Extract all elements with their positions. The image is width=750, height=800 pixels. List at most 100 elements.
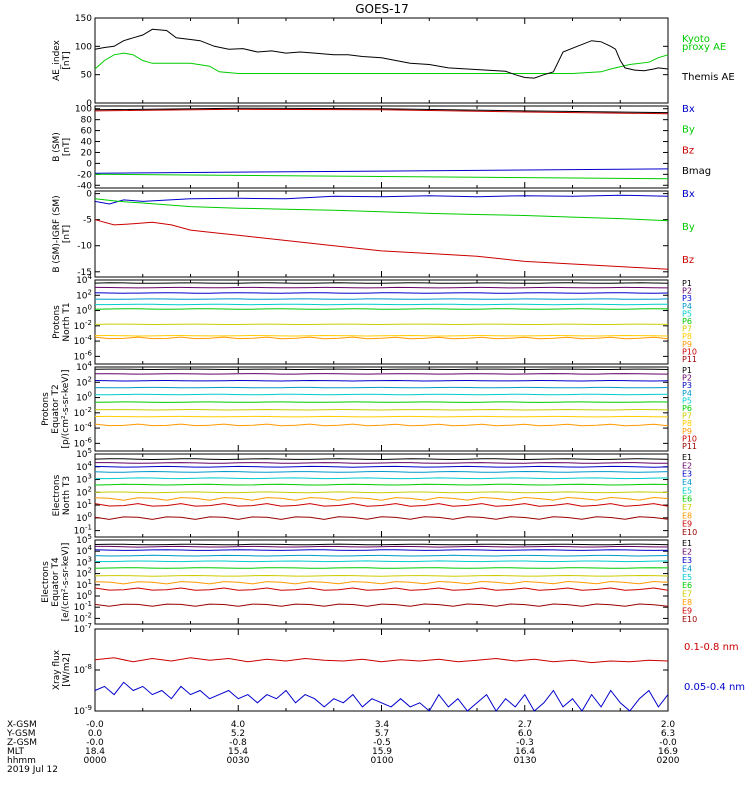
series-e2 [95, 462, 669, 464]
x-axis-value: 18.4 [85, 747, 105, 757]
series-bx [94, 194, 669, 205]
y-axis-label: North T1 [62, 302, 72, 341]
legend-entry: 0.05-0.4 nm [684, 682, 745, 693]
x-axis-value: 6.3 [661, 729, 675, 739]
y-tick-label: 20 [81, 148, 93, 158]
legend-entry: By [682, 125, 695, 136]
series-p8 [94, 415, 669, 418]
legend-entry: E8 [682, 511, 692, 520]
x-axis-value: -0.0 [86, 738, 104, 748]
x-axis-value: 16.9 [658, 747, 678, 757]
legend-entry: P2 [682, 287, 692, 296]
x-axis-value: 5.7 [375, 729, 389, 739]
y-axis-label: [nT] [62, 51, 72, 69]
series-e5 [94, 560, 669, 563]
legend-entry: E7 [682, 590, 692, 599]
y-tick-label: 10-4 [74, 421, 93, 434]
legend-entry: E9 [682, 607, 692, 616]
y-axis-label: B (SM) [52, 132, 62, 162]
series-p2 [95, 373, 669, 375]
y-tick-label: 102 [76, 485, 92, 498]
x-axis-value: 0030 [227, 756, 250, 766]
panel-frame [94, 17, 669, 104]
series-e10 [94, 603, 669, 607]
y-axis-label: Protons [52, 305, 62, 339]
y-tick-label: 50 [81, 71, 93, 81]
date-label: 2019 Jul 12 [7, 765, 58, 775]
series-p9 [94, 336, 669, 340]
x-axis-value: 15.9 [372, 747, 392, 757]
x-axis-row-label: Z-GSM [7, 738, 37, 748]
series-e3 [94, 549, 669, 551]
y-tick-label: 100 [76, 391, 92, 404]
y-tick-label: 40 [81, 138, 93, 148]
y-tick-label: 0 [86, 190, 92, 200]
legend-entry: P1 [682, 279, 692, 288]
y-tick-label: 10-8 [74, 663, 92, 676]
y-axis-label: B (SM)-IGRF (SM) [52, 195, 62, 272]
legend-entry: Bz [682, 255, 694, 266]
x-axis-value: 2.0 [661, 720, 676, 730]
x-axis-value: 5.2 [231, 729, 245, 739]
legend-entry: E6 [682, 495, 692, 504]
x-axis-row-label: Y-GSM [6, 729, 35, 739]
x-axis-value: -0.3 [516, 738, 534, 748]
legend-entry: E2 [682, 547, 692, 556]
legend-entry: P8 [682, 419, 692, 428]
series-e8 [94, 496, 669, 501]
series-e1 [94, 543, 669, 546]
series-0.1-0.8nm [94, 657, 669, 664]
legend-entry: P4 [682, 389, 692, 398]
series-kyoto-proxy-ae [94, 52, 669, 74]
series-e2 [95, 545, 669, 548]
series-e3 [94, 465, 669, 468]
y-axis-label: [nT] [62, 138, 72, 156]
legend-entry: E3 [682, 470, 692, 479]
series-themis-ae [94, 28, 669, 79]
legend-entry: P10 [682, 347, 697, 356]
panel-frame [94, 105, 669, 189]
legend-entry: Bx [682, 104, 695, 115]
legend-entry: P1 [682, 366, 692, 375]
y-tick-label: -15 [77, 268, 92, 278]
series-e9 [94, 503, 669, 507]
legend-entry: By [682, 222, 695, 233]
legend-entry: P11 [682, 442, 697, 451]
y-tick-label: 100 [76, 511, 92, 524]
x-axis-row-label: MLT [7, 747, 25, 757]
legend-entry: P9 [682, 340, 692, 349]
y-tick-label: 10-4 [74, 334, 93, 347]
legend-entry: P11 [682, 355, 697, 364]
x-axis-row-label: hhmm [7, 756, 36, 766]
legend-entry: E10 [682, 528, 697, 537]
legend-entry: P6 [682, 404, 692, 413]
y-tick-label: 102 [76, 375, 92, 388]
y-tick-label: -5 [83, 216, 92, 226]
legend-entry: E1 [682, 453, 692, 462]
legend-entry: Bz [682, 145, 694, 156]
y-tick-label: -10 [77, 242, 92, 252]
y-axis-label: [W/m2] [62, 653, 72, 686]
legend-entry: P2 [682, 374, 692, 383]
series-p7 [94, 408, 669, 411]
legend-entry: P5 [682, 396, 692, 405]
x-axis-value: 0100 [371, 756, 394, 766]
series-p5 [95, 303, 669, 306]
x-axis-value: -0.0 [86, 720, 104, 730]
y-tick-label: 0 [86, 159, 92, 169]
legend-entry: Kyoto [682, 34, 710, 45]
series-e4 [94, 470, 669, 473]
y-tick-label: 80 [81, 116, 93, 126]
series-p1 [94, 282, 669, 284]
y-tick-label: 0 [86, 99, 92, 109]
y-tick-label: 104 [76, 460, 92, 473]
legend-entry: E10 [682, 615, 697, 624]
x-axis-value: 0000 [84, 756, 107, 766]
x-axis-value: 2.7 [518, 720, 532, 730]
x-axis-value: 4.0 [231, 720, 246, 730]
legend-entry: E5 [682, 486, 692, 495]
